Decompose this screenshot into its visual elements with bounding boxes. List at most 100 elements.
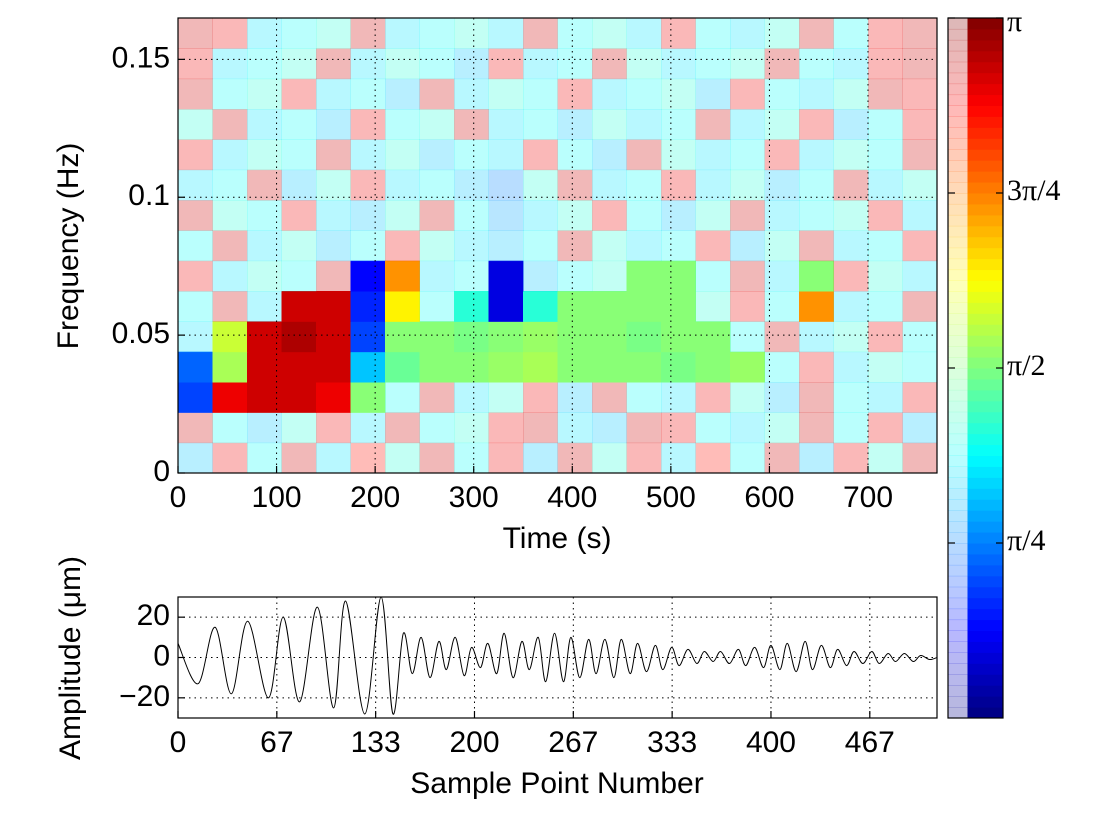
heatmap-cell [281,321,317,353]
heatmap-cell [833,139,869,171]
heatmap-cell [212,321,248,353]
colorbar-swatch [948,302,968,314]
colorbar-swatch [967,400,1003,413]
heatmap-cell [833,109,869,140]
colorbar-swatch [948,510,968,522]
colorbar-swatch [967,335,1003,347]
colorbar-frame [947,17,1004,719]
colorbar-swatch [967,543,1003,555]
heatmap-cell [350,260,386,292]
colorbar-swatch [967,411,1003,424]
heatmap-cell [764,291,800,322]
heatmap-cell [868,412,903,444]
heatmap-cell [592,442,627,474]
heatmap-cell [592,169,627,201]
colorbar-swatch [948,564,968,577]
heatmap-cell [454,139,489,171]
heatmap-cell [316,48,351,80]
heatmap-cell [695,230,731,262]
heatmap-cell [350,351,386,383]
heatmap-cell [799,260,834,292]
heatmap-cell [385,260,420,292]
y-tick-label: 0.05 [112,317,170,350]
heatmap-cell [454,48,489,80]
heatmap-cell [316,321,351,353]
heatmap-cell [661,169,696,201]
colorbar-swatch [948,171,968,183]
y-tick-label: 0 [153,639,170,672]
heatmap-cell [247,230,282,262]
heatmap-cell [419,18,455,49]
heatmap-cell [316,78,351,110]
heatmap-cell [626,109,662,140]
colorbar-swatch [948,182,968,194]
heatmap-cell [557,382,593,413]
colorbar-swatch [948,422,968,435]
heatmap-cell [523,200,558,231]
heatmap-cell [730,442,765,474]
heatmap-cell [350,18,386,49]
heatmap-cell [592,230,627,262]
heatmap-cell [212,230,248,262]
heatmap-cell [868,351,903,383]
colorbar-swatch [967,83,1003,96]
heatmap-cell [212,351,248,383]
colorbar-swatch [967,619,1003,631]
heatmap-cell [868,48,903,80]
heatmap-cell [730,230,765,262]
heatmap-cell [419,78,455,110]
heatmap-cell [247,109,282,140]
heatmap-cell [902,200,938,231]
heatmap-cell [868,78,903,110]
heatmap-cell [316,169,351,201]
heatmap-cell [730,412,765,444]
heatmap-cell [902,260,938,292]
heatmap-cell [488,48,524,80]
heatmap-cell [626,442,662,474]
colorbar-swatch [967,50,1003,63]
heatmap-cell [557,48,593,80]
colorbar-swatch [967,586,1003,599]
heatmap-cell [178,351,213,383]
heatmap-cell [730,321,765,353]
colorbar-swatch [967,203,1003,216]
heatmap-cell [419,200,455,231]
heatmap-cell [385,412,420,444]
heatmap-cell [247,291,282,322]
colorbar-swatch [948,532,968,544]
heatmap-cell [350,382,386,413]
heatmap-cell [523,351,558,383]
heatmap-cell [178,442,213,474]
heatmap-cell [454,321,489,353]
heatmap-cell [247,321,282,353]
colorbar-swatch [967,171,1003,183]
x-tick-label: 267 [548,726,598,759]
colorbar-swatch [967,608,1003,621]
heatmap-cell [350,48,386,80]
heatmap-cell [592,48,627,80]
heatmap-cell [316,260,351,292]
heatmap-cell [799,109,834,140]
colorbar-swatch [967,116,1003,128]
heatmap-cell [833,200,869,231]
heatmap-cell [316,382,351,413]
heatmap-cell [695,291,731,322]
x-tick-label: 333 [647,726,697,759]
colorbar-swatch [948,324,968,336]
heatmap-cell [799,200,834,231]
colorbar-swatch [967,422,1003,435]
x-tick-label: 300 [449,481,499,514]
heatmap-cell [350,139,386,171]
heatmap-cell [902,78,938,110]
heatmap-cell [316,109,351,140]
heatmap-cell [661,78,696,110]
heatmap-cell [212,442,248,474]
heatmap-cell [488,109,524,140]
colorbar-swatch [967,313,1003,325]
colorbar-swatch [967,149,1003,161]
heatmap-cell [454,412,489,444]
heatmap-cell [695,200,731,231]
heatmap-cell [247,200,282,231]
heatmap-cell [695,109,731,140]
heatmap-cell [557,230,593,262]
